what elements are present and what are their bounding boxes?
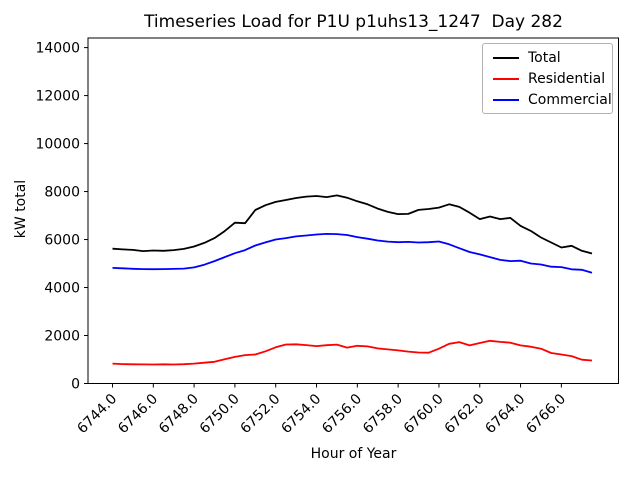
legend-swatch-residential-icon [493,77,519,80]
legend-label-residential: Residential [528,70,606,87]
x-tick-label: 6744.0 [74,391,120,437]
legend-item-residential: Residential [483,68,612,89]
axes-box [87,37,619,384]
series-line-residential [112,339,593,366]
y-axis-label: kW total [13,179,29,239]
x-tick-label: 6762.0 [442,391,488,437]
x-tick-label: 6748.0 [156,391,202,437]
legend-item-total: Total [483,47,612,68]
y-tick-label: 14000 [35,41,80,57]
y-tick-label: 6000 [44,233,80,249]
x-tick-label: 6746.0 [115,391,161,437]
x-axis-label: Hour of Year [310,446,397,462]
x-tick-label: 6756.0 [319,391,365,437]
legend-label-commercial: Commercial [528,91,612,108]
y-tick-label: 0 [71,377,80,393]
x-tick-label: 6766.0 [523,391,569,437]
legend-label-total: Total [528,49,561,66]
x-tick-label: 6758.0 [360,391,406,437]
x-tick-label: 6754.0 [278,391,324,437]
x-tick-label: 6764.0 [482,391,528,437]
x-tick-label: 6752.0 [238,391,284,437]
legend-swatch-total-icon [493,56,519,59]
chart-title: Timeseries Load for P1U p1uhs13_1247 Day… [144,12,563,32]
legend-item-commercial: Commercial [483,89,612,110]
y-tick-label: 8000 [44,185,80,201]
series-line-commercial [112,232,593,274]
y-tick-label: 4000 [44,281,80,297]
y-tick-label: 2000 [44,329,80,345]
y-tick-label: 12000 [35,89,80,105]
legend-swatch-commercial-icon [493,98,519,101]
legend: Total Residential Commercial [482,43,613,114]
x-tick-label: 6760.0 [401,391,447,437]
x-tick-label: 6750.0 [197,391,243,437]
y-tick-label: 10000 [35,137,80,153]
series-line-total [112,194,593,255]
